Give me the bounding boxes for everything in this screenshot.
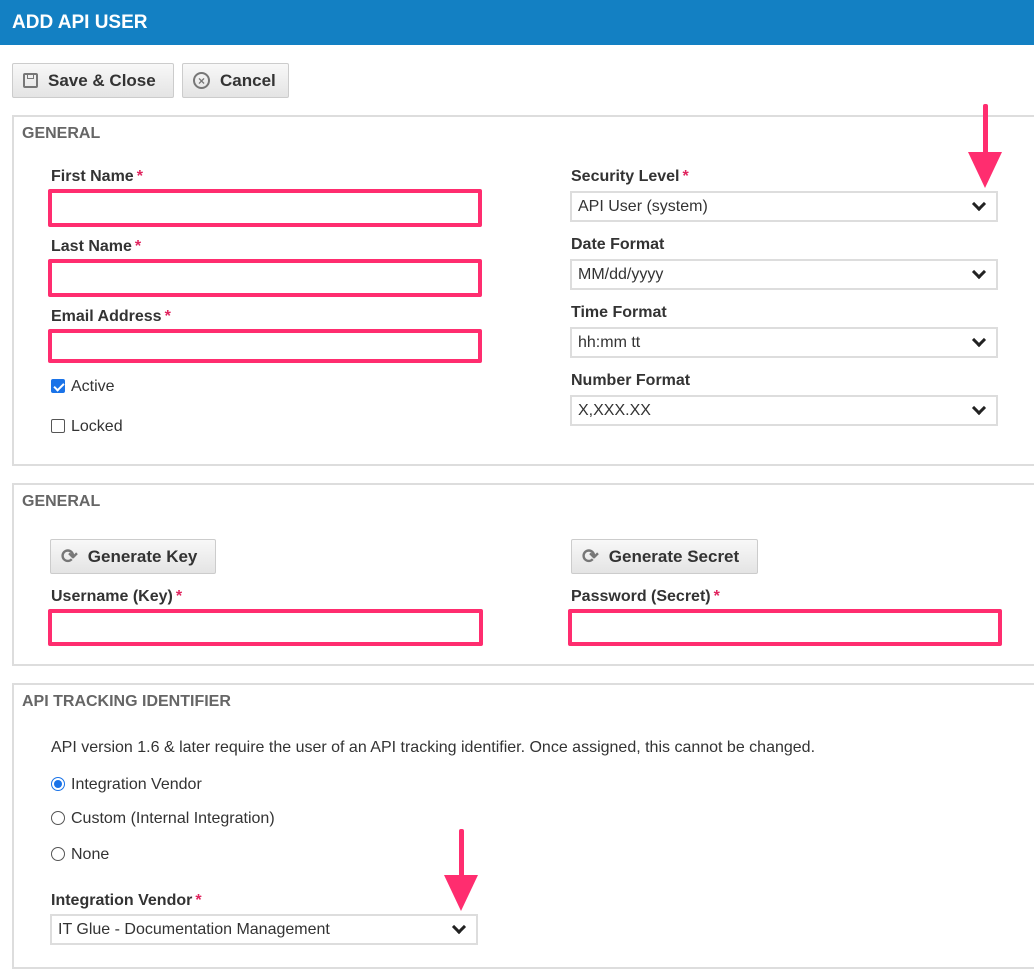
save-icon bbox=[23, 73, 38, 88]
password-label: Password (Secret) * bbox=[571, 588, 720, 605]
chevron-down-icon bbox=[971, 196, 987, 211]
time-format-select[interactable]: hh:mm tt bbox=[570, 327, 998, 358]
first-name-input[interactable] bbox=[48, 189, 482, 227]
first-name-label: First Name * bbox=[51, 168, 143, 185]
generate-secret-button[interactable]: ⟳ Generate Secret bbox=[571, 539, 758, 574]
save-close-label: Save & Close bbox=[48, 70, 156, 90]
date-format-select[interactable]: MM/dd/yyyy bbox=[570, 259, 998, 290]
section-title: API TRACKING IDENTIFIER bbox=[22, 693, 231, 710]
general-section: GENERAL bbox=[12, 115, 1034, 466]
email-input[interactable] bbox=[48, 329, 482, 363]
date-format-label: Date Format bbox=[571, 236, 665, 253]
page-title: ADD API USER bbox=[0, 0, 1034, 45]
active-checkbox[interactable]: Active bbox=[51, 378, 115, 396]
save-close-button[interactable]: Save & Close bbox=[12, 63, 174, 98]
security-level-select[interactable]: API User (system) bbox=[570, 191, 998, 222]
radio-unselected-icon bbox=[51, 811, 65, 825]
checkbox-unchecked-icon[interactable] bbox=[51, 419, 65, 433]
credentials-section: GENERAL bbox=[12, 483, 1034, 666]
locked-checkbox[interactable]: Locked bbox=[51, 418, 123, 436]
cancel-label: Cancel bbox=[220, 70, 276, 90]
time-format-label: Time Format bbox=[571, 304, 667, 321]
tracking-section: API TRACKING IDENTIFIER bbox=[12, 683, 1034, 969]
cancel-button[interactable]: × Cancel bbox=[182, 63, 289, 98]
chevron-down-icon bbox=[971, 264, 987, 279]
tracking-description: API version 1.6 & later require the user… bbox=[51, 739, 816, 756]
radio-none[interactable]: None bbox=[51, 846, 109, 864]
section-title: GENERAL bbox=[22, 125, 101, 142]
security-level-label: Security Level * bbox=[571, 168, 689, 185]
email-label: Email Address * bbox=[51, 308, 171, 325]
radio-unselected-icon bbox=[51, 847, 65, 861]
username-label: Username (Key) * bbox=[51, 588, 183, 605]
chevron-down-icon bbox=[971, 332, 987, 347]
radio-custom[interactable]: Custom (Internal Integration) bbox=[51, 810, 275, 828]
radio-selected-icon bbox=[51, 777, 65, 791]
radio-integration-vendor[interactable]: Integration Vendor bbox=[51, 776, 202, 794]
section-title: GENERAL bbox=[22, 493, 101, 510]
number-format-select[interactable]: X,XXX.XX bbox=[570, 395, 998, 426]
refresh-icon: ⟳ bbox=[582, 546, 599, 568]
chevron-down-icon bbox=[451, 919, 467, 934]
checkbox-checked-icon[interactable] bbox=[51, 379, 65, 393]
last-name-input[interactable] bbox=[48, 259, 482, 297]
integration-vendor-label: Integration Vendor * bbox=[51, 892, 202, 909]
number-format-label: Number Format bbox=[571, 372, 691, 389]
username-input[interactable] bbox=[48, 609, 483, 646]
last-name-label: Last Name * bbox=[51, 238, 142, 255]
chevron-down-icon bbox=[971, 400, 987, 415]
cancel-icon: × bbox=[193, 72, 210, 89]
password-input[interactable] bbox=[568, 609, 1002, 646]
refresh-icon: ⟳ bbox=[61, 546, 78, 568]
integration-vendor-select[interactable]: IT Glue - Documentation Management bbox=[50, 914, 478, 945]
generate-key-button[interactable]: ⟳ Generate Key bbox=[50, 539, 216, 574]
